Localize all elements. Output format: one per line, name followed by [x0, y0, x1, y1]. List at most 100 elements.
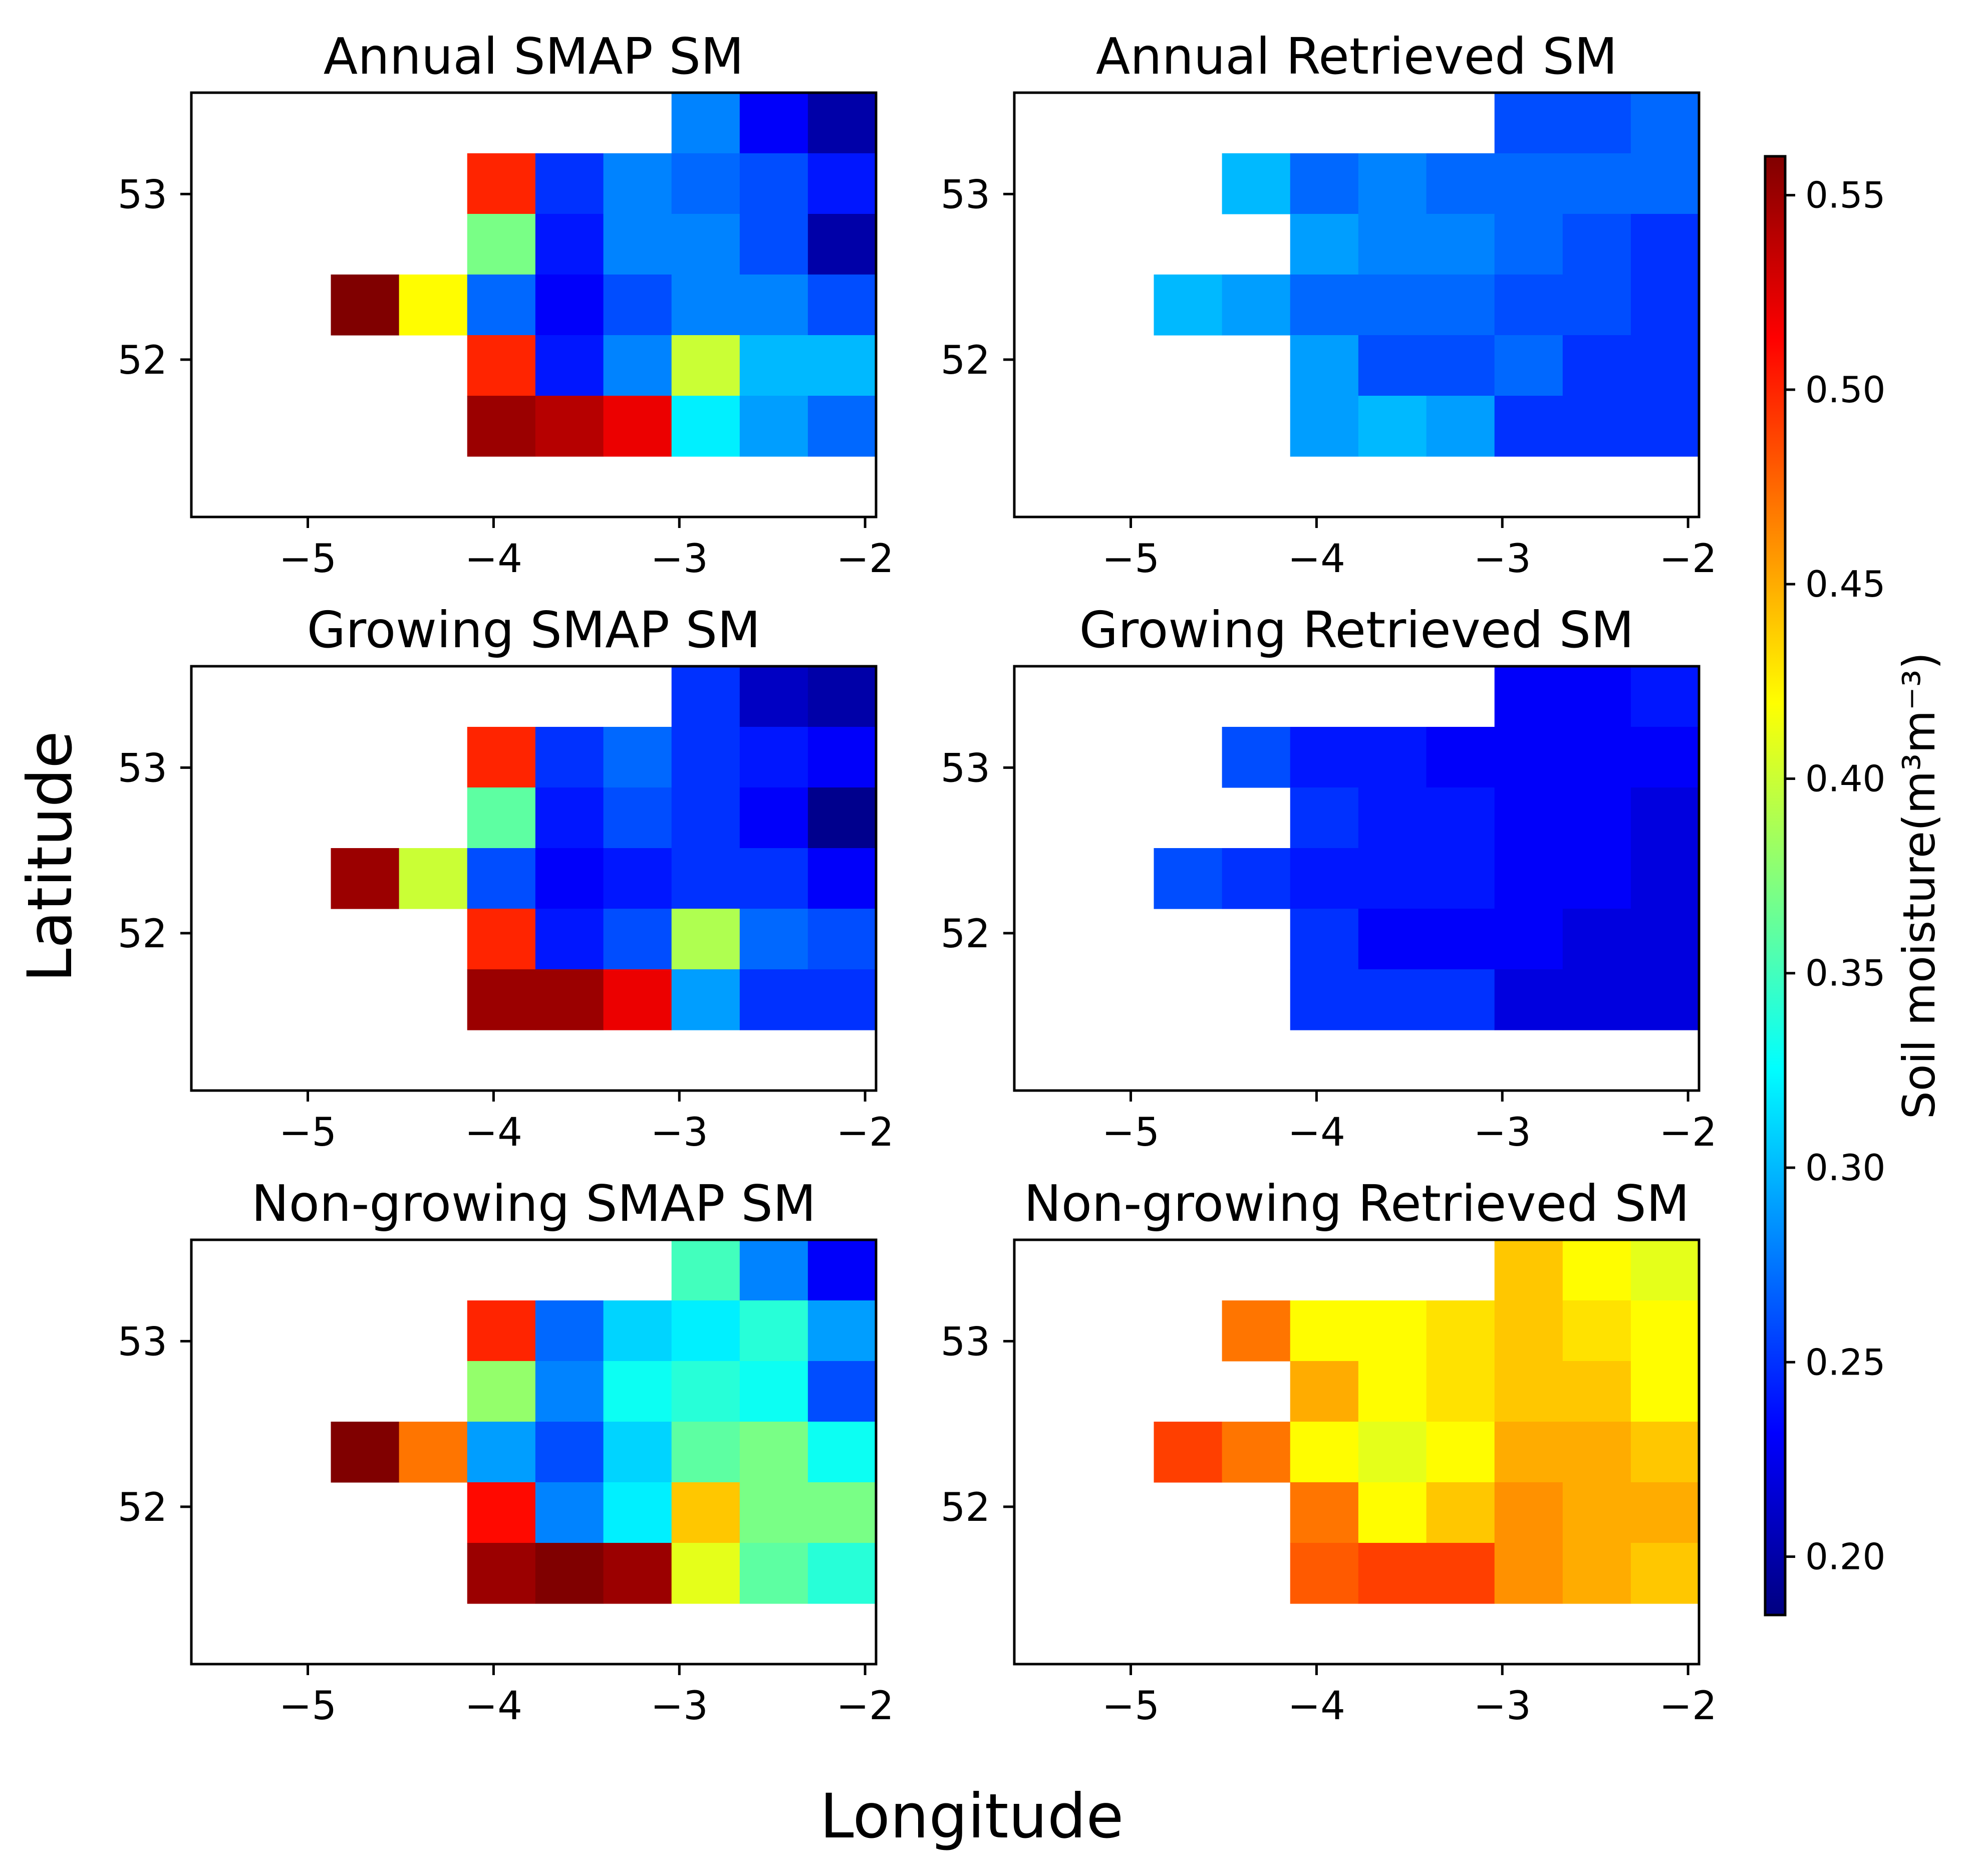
heatmap-cell — [1494, 909, 1563, 970]
heatmap-cell — [1358, 335, 1427, 396]
x-tick-label: −5 — [1102, 1684, 1160, 1729]
heatmap-cell — [603, 848, 672, 909]
heatmap-cell — [1630, 153, 1700, 214]
heatmap-cell — [1290, 1300, 1359, 1362]
panel-title: Non-growing Retrieved SM — [1024, 1174, 1690, 1233]
heatmap-cell — [1426, 153, 1495, 214]
colorbar-tick-label: 0.35 — [1805, 952, 1885, 994]
heatmap-cell — [1290, 787, 1359, 849]
heatmap-cell — [535, 1300, 604, 1362]
y-tick-label: 52 — [941, 912, 990, 957]
heatmap-cell — [739, 666, 808, 727]
panel-2: Annual Retrieved SM −5 −4 −3 −2 52 53 — [941, 27, 1717, 582]
x-tick-label: −2 — [836, 1684, 894, 1729]
heatmap-cell — [1290, 1361, 1359, 1422]
heatmap-cell — [535, 848, 604, 909]
y-tick-label: 53 — [118, 172, 167, 217]
heatmap-cell — [1562, 1482, 1631, 1543]
heatmap-cell — [1494, 153, 1563, 214]
heatmap-cell — [603, 214, 672, 275]
colorbar: 0.20 0.25 0.30 0.35 0.40 0.45 0.50 0.55 Soil moi… — [1764, 155, 1945, 1617]
heatmap-cell — [535, 396, 604, 457]
heatmap-cell — [807, 1482, 877, 1543]
heatmap-cell — [535, 335, 604, 396]
heatmap-cell — [1426, 396, 1495, 457]
y-tick-label: 53 — [118, 746, 167, 791]
x-tick-label: −3 — [651, 1684, 708, 1729]
heatmap-cell — [535, 1543, 604, 1604]
heatmap-cell — [1562, 93, 1631, 154]
heatmap-cell — [535, 969, 604, 1030]
figure-xlabel: Longitude — [820, 1781, 1124, 1852]
heatmap-cell — [467, 1543, 536, 1604]
panel-frame — [1013, 665, 1701, 1092]
heatmap-cell — [671, 1543, 740, 1604]
heatmap-cell — [1494, 969, 1563, 1030]
x-tick-label: −4 — [465, 1684, 522, 1729]
heatmap-cell — [671, 727, 740, 788]
heatmap-cell — [331, 275, 400, 336]
heatmap-cell — [1562, 1361, 1631, 1422]
x-tick-label: −2 — [836, 1110, 894, 1155]
panel-4: Growing Retrieved SM −5 −4 −3 −2 52 53 — [941, 601, 1717, 1155]
heatmap-cell — [535, 275, 604, 336]
x-tick-label: −5 — [1102, 537, 1160, 582]
heatmap-cell — [1494, 275, 1563, 336]
heatmap-cell — [467, 1482, 536, 1543]
heatmap-cell — [467, 275, 536, 336]
heatmap-cell — [1494, 335, 1563, 396]
heatmap-cell — [1290, 275, 1359, 336]
heatmap-cell — [739, 1240, 808, 1301]
heatmap-cell — [671, 275, 740, 336]
heatmap-cell — [1562, 1240, 1631, 1301]
panel-title: Annual Retrieved SM — [1096, 27, 1617, 86]
heatmap-cell — [535, 909, 604, 970]
heatmap-cell — [1494, 1482, 1563, 1543]
heatmap-cell — [1358, 153, 1427, 214]
heatmap-cell — [535, 727, 604, 788]
heatmap-cell — [603, 1482, 672, 1543]
panel-6: Non-growing Retrieved SM −5 −4 −3 −2 52 53 — [941, 1174, 1717, 1729]
heatmap-cell — [671, 1422, 740, 1483]
heatmap-cell — [1426, 969, 1495, 1030]
heatmap-cell — [467, 1361, 536, 1422]
heatmap-cell — [1630, 666, 1700, 727]
heatmap-cell — [1426, 1543, 1495, 1604]
heatmap-cell — [1562, 214, 1631, 275]
heatmap-cell — [467, 787, 536, 849]
heatmap-cell — [1358, 969, 1427, 1030]
heatmap-cell — [671, 787, 740, 849]
heatmap-cell — [399, 848, 468, 909]
heatmap-cell — [671, 153, 740, 214]
x-tick-label: −4 — [1288, 537, 1345, 582]
heatmap-cell — [603, 1543, 672, 1604]
heatmap-cell — [603, 969, 672, 1030]
heatmap-cell — [1630, 1422, 1700, 1483]
heatmap-cell — [1630, 1361, 1700, 1422]
heatmap-cell — [1426, 909, 1495, 970]
y-tick-label: 52 — [118, 912, 167, 957]
y-tick-label: 53 — [118, 1319, 167, 1365]
heatmap-cell — [1222, 275, 1291, 336]
x-tick-label: −4 — [465, 537, 522, 582]
heatmap-cell — [739, 335, 808, 396]
heatmap-cell — [535, 1482, 604, 1543]
heatmap-cell — [1562, 909, 1631, 970]
heatmap-cell — [739, 153, 808, 214]
heatmap-cell — [807, 848, 877, 909]
heatmap-cell — [331, 1422, 400, 1483]
colorbar-gradient — [1765, 156, 1785, 1615]
heatmap-cell — [467, 727, 536, 788]
x-tick-label: −4 — [1288, 1684, 1345, 1729]
colorbar-tick-label: 0.40 — [1805, 757, 1885, 799]
heatmap-cell — [807, 1240, 877, 1301]
heatmap-cell — [807, 1422, 877, 1483]
y-tick-label: 53 — [941, 172, 990, 217]
heatmap-cell — [1358, 727, 1427, 788]
heatmap-cell — [603, 275, 672, 336]
panel-title: Annual SMAP SM — [324, 27, 744, 86]
heatmap-cell — [1630, 848, 1700, 909]
heatmap-cell — [1562, 727, 1631, 788]
figure-ylabel: Latitude — [15, 731, 86, 982]
x-tick-label: −2 — [1659, 537, 1717, 582]
